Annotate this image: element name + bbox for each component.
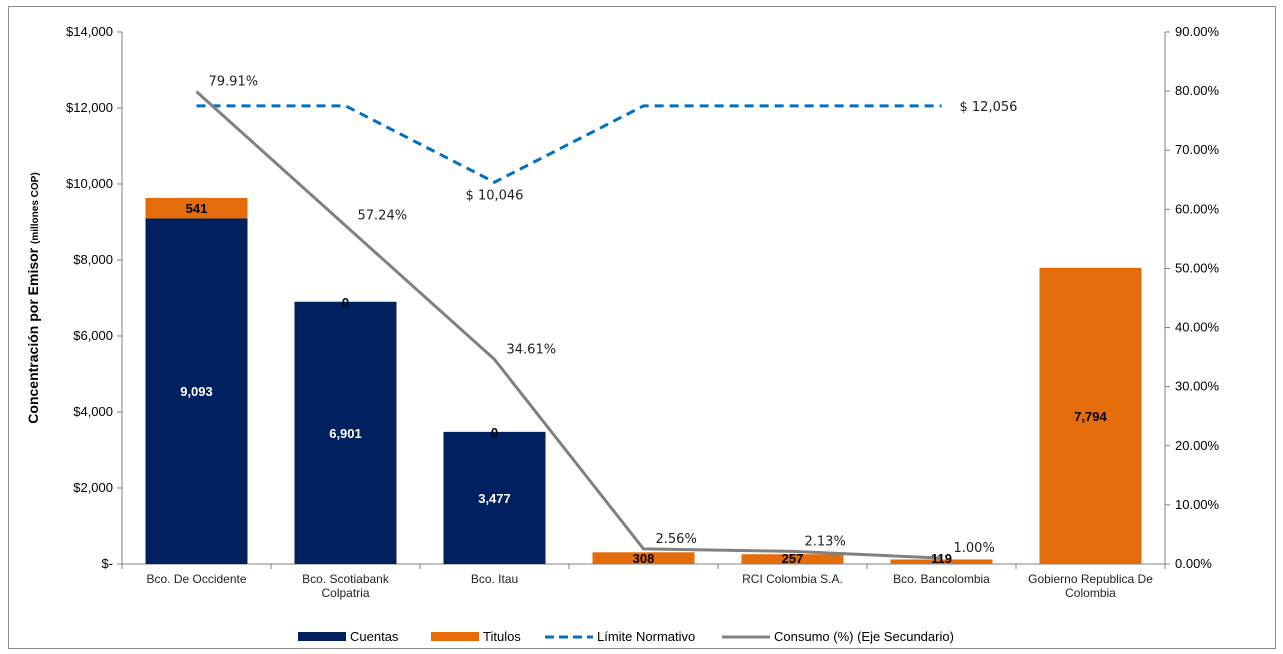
bar-cuentas (145, 218, 248, 564)
x-category-label: Gobierno Republica De (1028, 572, 1153, 586)
limit-annotation: $ 12,056 (960, 100, 1018, 115)
y-axis-title-main: Concentración por Emisor (25, 244, 41, 424)
y-axis-title: Concentración por Emisor (millones COP) (25, 172, 41, 423)
y-tick-label: $8,000 (73, 252, 113, 267)
consumption-label: 2.56% (656, 532, 697, 547)
y-tick-label: $14,000 (66, 24, 113, 39)
bar-label-titulos: 119 (931, 551, 952, 566)
y-tick-label: $- (101, 556, 113, 571)
bar-label-cuentas: 6,901 (329, 426, 362, 441)
bar-label-titulos: 7,794 (1074, 409, 1107, 424)
y2-tick-label: 90.00% (1175, 24, 1220, 39)
bar-titulos (145, 197, 248, 219)
x-category-label: Colpatria (321, 586, 369, 600)
legend-label-cuentas: Cuentas (350, 629, 399, 644)
bar-titulos (592, 552, 695, 564)
x-category-label: Bco. Bancolombia (893, 572, 990, 586)
consumption-label: 2.13% (805, 534, 846, 549)
consumption-label: 79.91% (209, 75, 259, 90)
legend-swatch-titulos (431, 632, 479, 641)
y2-tick-label: 20.00% (1175, 438, 1220, 453)
y-tick-label: $6,000 (73, 328, 113, 343)
legend-label-consumo: Consumo (%) (Eje Secundario) (774, 629, 954, 644)
y-axis-title-unit: (millones COP) (30, 172, 41, 244)
legend-label-titulos: Titulos (483, 629, 521, 644)
bar-titulos (1039, 267, 1142, 564)
bar-titulos (741, 554, 844, 564)
bar-cuentas (443, 431, 546, 564)
consumption-label: 1.00% (954, 541, 995, 556)
legend-label-limite: Límite Normativo (597, 629, 695, 644)
x-category-label: Bco. Itau (471, 572, 518, 586)
y2-tick-label: 10.00% (1175, 497, 1220, 512)
y2-tick-label: 30.00% (1175, 379, 1220, 394)
limit-annotation: $ 10,046 (466, 188, 524, 203)
y-tick-label: $10,000 (66, 176, 113, 191)
y2-tick-label: 50.00% (1175, 260, 1220, 275)
bar-titulos (890, 559, 993, 564)
bar-label-cuentas: 9,093 (180, 384, 213, 399)
y2-tick-label: 60.00% (1175, 201, 1220, 216)
y-tick-label: $4,000 (73, 404, 113, 419)
consumption-label: 57.24% (358, 209, 408, 224)
bar-cuentas (294, 301, 397, 564)
y2-tick-label: 70.00% (1175, 142, 1220, 157)
y-tick-label: $2,000 (73, 480, 113, 495)
x-category-label: Bco. De Occidente (146, 572, 246, 586)
bar-label-titulos: 257 (782, 551, 804, 566)
x-category-label: RCI Colombia S.A. (742, 572, 843, 586)
limit-line (196, 104, 942, 184)
y2-tick-label: 40.00% (1175, 320, 1220, 335)
x-category-label: Colombia (1065, 586, 1116, 600)
consumption-label: 34.61% (507, 342, 557, 357)
bar-label-titulos: 0 (342, 295, 349, 310)
legend-swatch-cuentas (298, 632, 346, 641)
bar-label-titulos: 541 (186, 201, 208, 216)
bar-label-cuentas: 3,477 (478, 491, 511, 506)
y2-tick-label: 0.00% (1175, 556, 1212, 571)
bar-label-titulos: 308 (633, 551, 655, 566)
bar-label-titulos: 0 (491, 425, 498, 440)
consumption-line (195, 90, 942, 560)
x-category-label: Bco. Scotiabank (302, 572, 390, 586)
y-tick-label: $12,000 (66, 100, 113, 115)
y2-tick-label: 80.00% (1175, 83, 1220, 98)
